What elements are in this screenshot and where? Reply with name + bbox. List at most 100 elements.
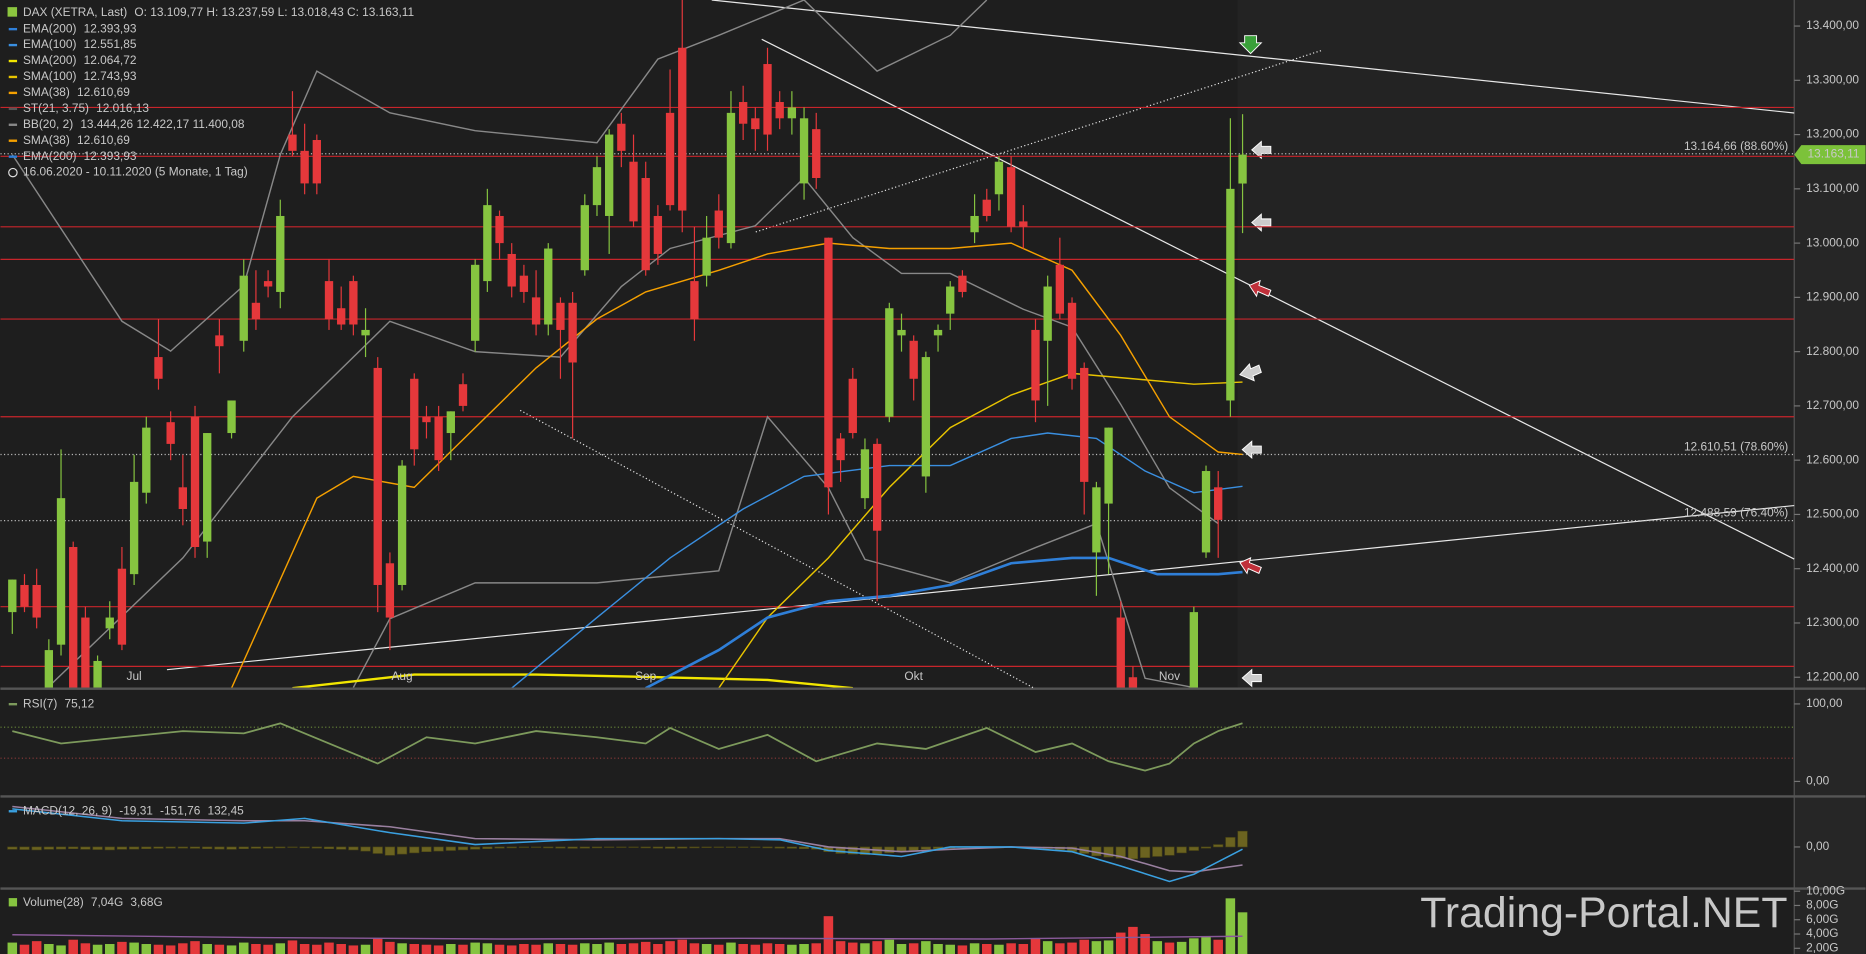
legend-icon bbox=[7, 7, 18, 17]
candle-body bbox=[1067, 302, 1077, 379]
volume-bar bbox=[494, 944, 505, 954]
candle-body bbox=[848, 378, 857, 434]
volume-bar bbox=[202, 944, 212, 954]
histogram-bar bbox=[55, 846, 67, 850]
volume-bar bbox=[165, 945, 176, 954]
volume-bar bbox=[1042, 941, 1053, 954]
candle-body bbox=[1116, 617, 1125, 688]
candle-body bbox=[129, 481, 139, 575]
histogram-bar bbox=[287, 846, 298, 848]
histogram-bar bbox=[701, 846, 712, 848]
volume-bar bbox=[908, 943, 919, 954]
volume-bar bbox=[409, 944, 420, 954]
y-tick-label: 13.300,00 bbox=[1806, 72, 1859, 86]
candle-body bbox=[300, 150, 309, 184]
line-series bbox=[718, 372, 1243, 688]
histogram-bar bbox=[1103, 846, 1114, 858]
candle-body bbox=[678, 47, 687, 211]
histogram-bar bbox=[299, 846, 310, 849]
legend-text: 75,12 bbox=[64, 696, 94, 710]
histogram-bar bbox=[360, 846, 371, 852]
volume-bar bbox=[44, 944, 54, 954]
candle-body bbox=[1104, 427, 1113, 504]
candle-body bbox=[373, 367, 382, 585]
histogram-bar bbox=[116, 846, 127, 850]
y-tick-label: 12.800,00 bbox=[1806, 344, 1859, 358]
histogram-bar bbox=[1213, 844, 1224, 848]
candle-body bbox=[190, 416, 200, 547]
histogram-bar bbox=[1237, 830, 1248, 848]
legend-text: MACD(12, 26, 9) bbox=[23, 803, 112, 817]
histogram-bar bbox=[457, 846, 469, 851]
histogram-bar bbox=[567, 846, 578, 849]
legend-text: RSI(7) bbox=[23, 696, 57, 710]
legend-text: EMA(200) bbox=[23, 149, 77, 163]
volume-bar bbox=[969, 943, 980, 954]
candle-body bbox=[775, 102, 784, 119]
candle-body bbox=[958, 275, 967, 292]
y-tick-label: 12.700,00 bbox=[1806, 398, 1859, 412]
candle-body bbox=[507, 253, 516, 287]
legend-text: 7,04G bbox=[91, 895, 123, 909]
histogram-bar bbox=[19, 846, 30, 850]
line-series bbox=[231, 242, 1243, 688]
candle-body bbox=[921, 357, 931, 477]
histogram-bar bbox=[421, 846, 432, 852]
volume-bar bbox=[421, 944, 432, 954]
histogram-bar bbox=[762, 846, 773, 849]
volume-bar bbox=[872, 941, 882, 954]
volume-bar bbox=[933, 944, 943, 954]
volume-bar bbox=[592, 944, 602, 954]
histogram-bar bbox=[665, 846, 676, 849]
volume-bar bbox=[616, 944, 627, 954]
panel bbox=[0, 722, 1795, 772]
volume-bar bbox=[129, 942, 139, 954]
legend-text: 12.064,72 bbox=[84, 53, 137, 67]
legend-text: -151,76 bbox=[160, 803, 201, 817]
candle-body bbox=[1080, 367, 1089, 482]
volume-bar bbox=[1067, 942, 1077, 954]
candle-body bbox=[836, 438, 845, 461]
volume-bar bbox=[336, 944, 346, 954]
fib-label: 13.164,66 (88.60%) bbox=[1684, 139, 1788, 153]
candle-body bbox=[885, 308, 894, 417]
y-tick-label: 12.400,00 bbox=[1806, 561, 1859, 575]
y-tick-label: 6,00G bbox=[1806, 912, 1838, 926]
trendlines bbox=[166, 0, 1795, 689]
y-tick-label: 8,00G bbox=[1806, 898, 1838, 912]
candle-body bbox=[946, 286, 955, 314]
candle-body bbox=[288, 134, 297, 151]
candle-body bbox=[458, 384, 468, 406]
histogram-bar bbox=[384, 846, 395, 856]
histogram-bar bbox=[774, 846, 785, 849]
candle-body bbox=[44, 650, 54, 688]
histogram-bar bbox=[1200, 846, 1212, 849]
candle-body bbox=[215, 335, 224, 347]
y-tick-label: 2,00G bbox=[1806, 940, 1838, 954]
candle-body bbox=[227, 400, 236, 434]
volume-bar bbox=[604, 942, 614, 954]
arrow bbox=[1241, 668, 1262, 688]
histogram-bar bbox=[482, 846, 493, 850]
volume-bar bbox=[519, 944, 529, 954]
candle-body bbox=[117, 568, 127, 645]
volume-bar bbox=[348, 945, 359, 954]
volume-bar bbox=[470, 942, 480, 954]
histogram-bar bbox=[7, 846, 18, 850]
volume-bar bbox=[653, 944, 663, 954]
histogram-bar bbox=[786, 846, 797, 849]
volume-bar bbox=[360, 944, 371, 954]
y-tick-label: 100,00 bbox=[1806, 696, 1843, 710]
candle-body bbox=[544, 248, 553, 325]
candle-body bbox=[653, 215, 663, 254]
arrow bbox=[1248, 279, 1272, 298]
volume-bar bbox=[896, 944, 907, 954]
histogram-bar bbox=[579, 846, 590, 849]
legend-text: 13.444,26 12.422,17 11.400,08 bbox=[80, 117, 245, 131]
histogram-bar bbox=[226, 846, 237, 850]
arrow bbox=[1239, 363, 1262, 382]
histogram-bar bbox=[847, 846, 858, 855]
histogram-bar bbox=[43, 846, 54, 850]
histogram-bar bbox=[604, 846, 615, 848]
histogram-bar bbox=[336, 846, 347, 850]
